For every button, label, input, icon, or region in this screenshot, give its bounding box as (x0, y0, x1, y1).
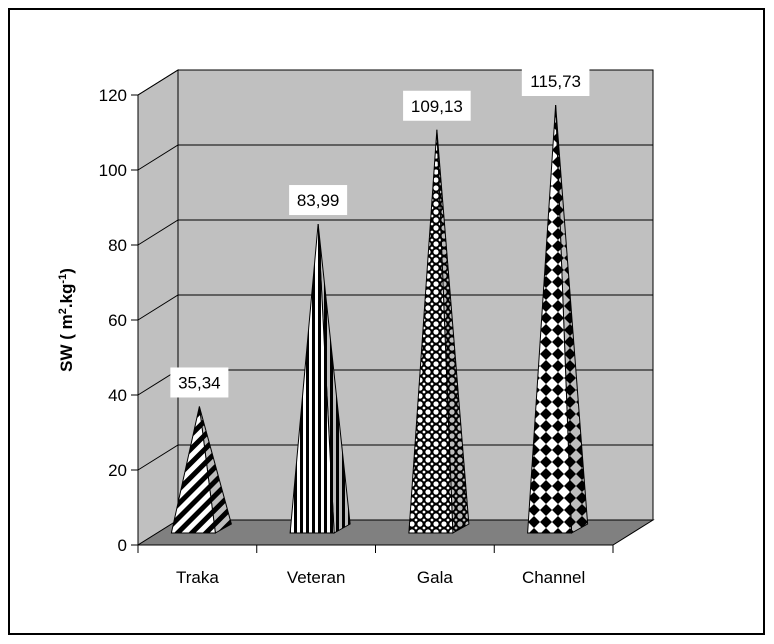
x-tick-label-traka: Traka (176, 568, 219, 587)
pyramid-traka (170, 406, 216, 534)
y-axis-label: SW ( m2.kg-1) (57, 268, 76, 372)
data-label-box (289, 185, 348, 216)
y-tick-label: 40 (108, 386, 127, 405)
pyramid-veteran (289, 223, 335, 534)
data-label-channel: 115,73 (530, 72, 581, 91)
gridline (137, 144, 653, 171)
y-axis-label-sup2: -1 (57, 274, 69, 284)
data-label-box (521, 66, 590, 97)
gridline (137, 294, 653, 321)
y-axis-label-sup1: 2 (57, 308, 69, 314)
svg-text:SW ( m2.kg-1): SW ( m2.kg-1) (57, 268, 76, 372)
y-axis-label-mid: .kg (57, 284, 76, 309)
gridline (137, 444, 653, 471)
gridline (137, 69, 653, 96)
y-tick-label: 60 (108, 311, 127, 330)
data-label-gala: 109,13 (411, 97, 463, 116)
y-axis-label-main: SW ( m (57, 314, 76, 372)
y-axis-label-end: ) (57, 268, 76, 274)
y-tick-label: 80 (108, 236, 127, 255)
pyramid-channel (527, 104, 573, 534)
data-label-box (403, 90, 471, 121)
x-tick-label-gala: Gala (417, 568, 453, 587)
y-tick-label: 0 (118, 536, 127, 555)
data-label-traka: 35,34 (178, 373, 221, 392)
y-tick-label: 120 (99, 86, 127, 105)
x-tick-label-veteran: Veteran (287, 568, 346, 587)
data-label-box (170, 367, 229, 398)
pyramid-gala (408, 129, 454, 534)
data-label-veteran: 83,99 (297, 191, 340, 210)
gridline (137, 219, 653, 246)
y-tick-label: 100 (99, 161, 127, 180)
x-tick-label-channel: Channel (522, 568, 585, 587)
plot-area: 0 20 40 60 80 100 120 35,34 Traka 83,99 Veteran 109… (99, 66, 655, 587)
y-tick-label: 20 (108, 461, 127, 480)
